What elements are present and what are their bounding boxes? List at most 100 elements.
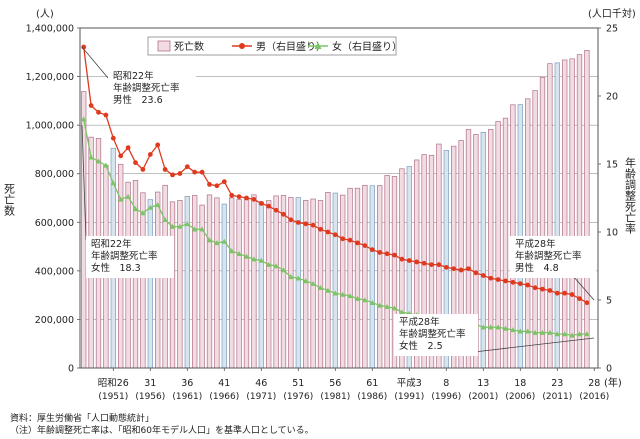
bar-deaths [384, 175, 390, 369]
legend-label-female: 女（右目盛り） [332, 40, 402, 53]
bar-deaths [562, 59, 568, 369]
male-rate-point [88, 103, 94, 108]
female-rate-point [362, 297, 368, 303]
x-tick-label-year: (2011) [542, 392, 572, 402]
male-rate-point [495, 277, 501, 282]
female-rate-point [80, 116, 87, 122]
x-tick-label-year: (1996) [431, 392, 461, 402]
female-rate-point [147, 204, 154, 210]
bar-deaths [221, 203, 227, 369]
male-rate-point [110, 135, 116, 141]
male-rate-point [562, 290, 568, 296]
callout-leader-male-2016 [572, 275, 595, 301]
male-rate-point [399, 256, 405, 262]
x-tick-label-year: (2001) [468, 392, 498, 402]
male-rate-point [170, 172, 175, 178]
female-rate-point [576, 331, 583, 337]
male-rate-point [147, 152, 153, 157]
male-rate-point [369, 247, 375, 253]
male-rate-point [429, 262, 434, 268]
female-rate-point [169, 223, 176, 229]
x-tick-label-year: (1991) [394, 392, 424, 402]
male-rate-point [510, 279, 516, 285]
male-rate-point [503, 278, 508, 284]
female-rate-point [154, 202, 161, 208]
female-rate-point [273, 263, 279, 269]
male-rate-point [281, 211, 286, 217]
male-rate-point [488, 275, 494, 281]
x-tick-label-era: 8 [443, 378, 449, 389]
bar-deaths [236, 199, 242, 369]
left-axis-unit: (人) [36, 8, 54, 20]
left-tick-label: 200,000 [35, 315, 74, 326]
male-rate-point [288, 217, 294, 223]
male-rate-point [340, 236, 346, 242]
female-rate-point [310, 280, 316, 286]
female-rate-point [228, 248, 235, 254]
female-rate-point [376, 302, 383, 308]
x-tick-label-year: (1976) [283, 392, 313, 402]
x-tick-label-year: (1951) [98, 392, 128, 402]
female-rate-point [339, 291, 346, 297]
callout-female-1947-line3: 女性 18.3 [91, 262, 141, 274]
legend-male-marker [239, 43, 245, 49]
x-tick-label-year: (1961) [172, 392, 202, 402]
x-tick-label-year: (1971) [246, 392, 276, 402]
female-rate-point [524, 328, 531, 334]
callout-box-male-2016 [510, 236, 596, 278]
female-rate-point [243, 253, 250, 259]
female-rate-point [302, 278, 309, 284]
mortality-chart: 0 200,000 400,000 600,000 800,000 1,000,000 1,… [3, 7, 637, 402]
female-rate-point [495, 324, 501, 330]
female-rate-point [177, 223, 183, 229]
bar-deaths [147, 199, 153, 369]
male-rate-point [480, 273, 486, 278]
male-rate-point [384, 251, 390, 257]
x-tick-label-year: (1956) [135, 392, 165, 402]
male-rate-point [347, 237, 353, 243]
male-rate-point [199, 169, 205, 175]
x-tick-label-era: 平成3 [397, 377, 422, 389]
male-rate-point [310, 222, 316, 228]
male-rate-point [362, 243, 368, 249]
female-rate-point [140, 210, 146, 216]
callout-male-1947-line2: 年齢調整死亡率 [113, 82, 180, 94]
x-tick-label-year: (1966) [209, 392, 239, 402]
callout-female-2016-line1: 平成28年 [399, 316, 440, 328]
male-rate-point [303, 221, 309, 227]
female-rate-point [199, 226, 205, 232]
callout-leader-female-2016 [473, 337, 595, 353]
female-rate-point [554, 331, 561, 337]
x-tick-label-era: 18 [514, 378, 526, 389]
method-note: （注）年齢調整死亡率は、「昭和60年モデル人口」を基準人口としている。 [10, 426, 314, 436]
male-rate-point [406, 258, 412, 263]
female-rate-point [117, 196, 124, 202]
x-tick-label-era: 51 [292, 378, 304, 389]
x-axis-unit: (年) [604, 376, 622, 389]
left-tick-label: 600,000 [35, 218, 74, 229]
legend-label-deaths: 死亡数 [174, 40, 204, 53]
right-axis-label: 年齢調整死亡率 [624, 156, 637, 235]
female-rate-point [295, 275, 302, 281]
x-axis-ticks: 昭和26 (1951) 31 (1956) 36 (1961) 41 (1966) 46 (197… [98, 368, 609, 402]
x-tick-label-year: (2016) [579, 392, 609, 402]
bar-deaths [258, 201, 264, 369]
bar-deaths [206, 194, 213, 369]
male-rate-point [443, 264, 449, 270]
callout-female-2016-line3: 女性 2.5 [399, 340, 443, 352]
female-rate-point [561, 331, 568, 337]
male-rate-point [103, 112, 109, 118]
male-rate-point [325, 229, 331, 235]
bar-deaths [229, 197, 235, 369]
male-rate-point [221, 179, 227, 185]
female-rate-point [258, 257, 265, 263]
male-rate-point [377, 250, 383, 255]
male-rate-point [318, 226, 323, 232]
male-rate-point [540, 286, 545, 292]
bar-deaths [317, 200, 324, 369]
male-rate-point [266, 203, 272, 209]
male-rate-point [229, 192, 235, 198]
male-rate-point [125, 145, 131, 151]
bar-deaths [369, 185, 375, 369]
female-rate-point [384, 304, 390, 310]
